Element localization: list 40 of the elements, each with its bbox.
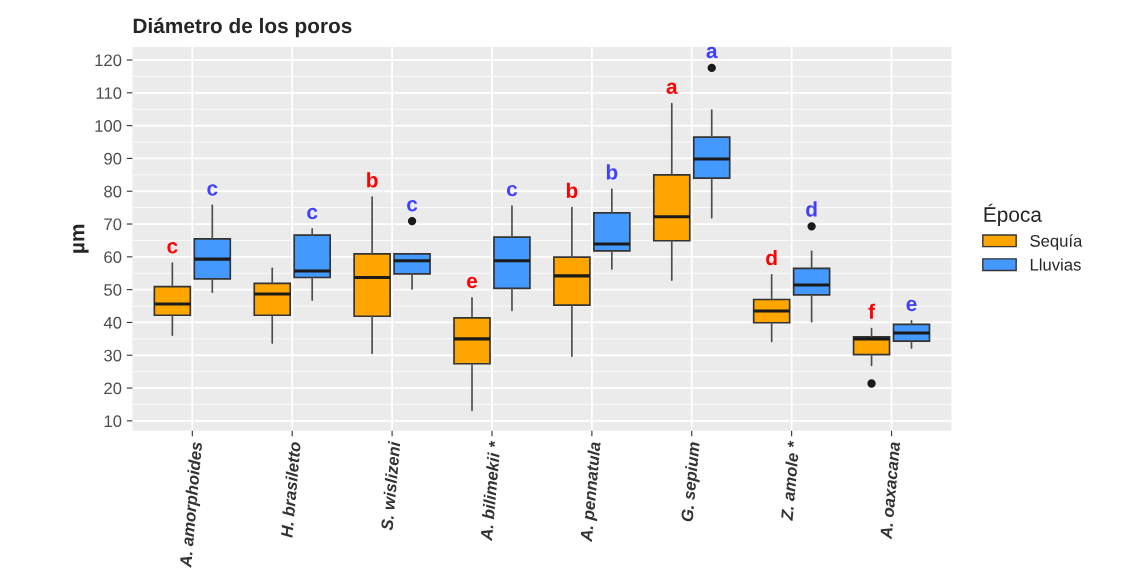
y-tick-label: 50 xyxy=(104,284,122,296)
text: b xyxy=(367,172,378,188)
legend-label: Lluvias xyxy=(1030,258,1081,271)
text: c xyxy=(407,199,418,212)
text: c xyxy=(506,184,518,197)
y-tick-label: 90 xyxy=(104,152,122,165)
x-tick-label: A. bilimekii * xyxy=(479,440,501,542)
y-tick-label: 60 xyxy=(104,251,122,264)
legend-title: Época xyxy=(984,203,1042,227)
text: f xyxy=(868,303,876,319)
y-tick-label: 70 xyxy=(104,218,122,231)
x-tick-label: A. oaxacana xyxy=(880,441,901,540)
text: c xyxy=(167,241,178,254)
chart-title: Diámetro de los poros xyxy=(133,17,352,38)
y-tick-label: 80 xyxy=(104,185,122,198)
text: e xyxy=(467,276,478,289)
y-axis-title: µm xyxy=(73,224,89,253)
y-tick-label: 110 xyxy=(96,87,122,100)
text: a xyxy=(706,46,718,59)
text: d xyxy=(806,201,817,217)
x-tick-label: Z. amole * xyxy=(780,440,800,522)
text: e xyxy=(906,299,917,312)
y-tick-label: 10 xyxy=(104,415,122,428)
x-tick-label: H. brasiletto xyxy=(280,441,301,538)
y-tick-label: 120 xyxy=(95,54,122,67)
legend-label: Sequía xyxy=(1030,234,1083,251)
y-tick-label: 100 xyxy=(95,120,122,132)
text: b xyxy=(606,164,618,180)
y-tick-label: 30 xyxy=(104,349,122,362)
x-tick-label: S. wislizeni xyxy=(380,440,401,531)
y-tick-label: 40 xyxy=(103,316,122,329)
y-tick-label: 20 xyxy=(104,382,122,395)
text: c xyxy=(207,184,218,196)
text: c xyxy=(307,207,318,220)
x-tick-label: A. pennatula xyxy=(579,441,604,543)
text: d xyxy=(766,249,777,266)
text: a xyxy=(666,82,678,94)
x-tick-label: A. amorphoides xyxy=(179,441,206,569)
x-tick-label: G. sepium xyxy=(680,441,703,522)
text: b xyxy=(566,182,578,198)
